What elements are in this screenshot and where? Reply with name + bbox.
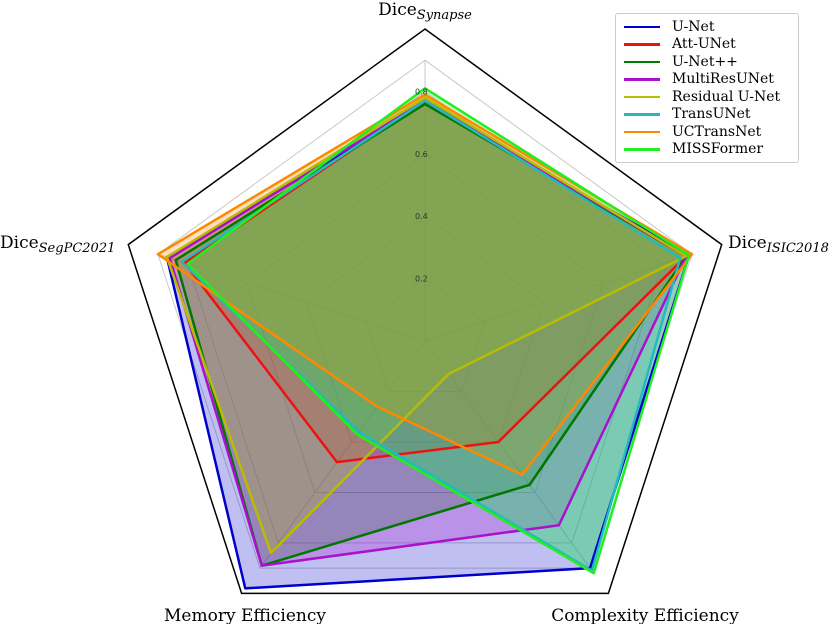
axis-label-main: Memory Efficiency	[164, 606, 326, 624]
axis-label-sub: Synapse	[417, 8, 472, 23]
legend-label: UCTransNet	[672, 123, 762, 140]
legend: U-Net Att-UNet U-Net++ MultiResUNet Residual…	[615, 13, 799, 163]
grid-spoke	[259, 340, 426, 569]
legend-item: UCTransNet	[616, 123, 798, 141]
radial-ticks: 0.2 0.4 0.6 0.8	[415, 87, 428, 283]
grid-spoke	[424, 253, 693, 342]
axis-label-sub: ISIC2018	[766, 241, 829, 256]
grid-ring	[157, 59, 693, 569]
axis-label-main: Dice	[728, 233, 767, 253]
legend-item: MultiResUNet	[616, 71, 798, 89]
tick-label: 0.6	[415, 150, 428, 159]
series-area	[184, 100, 687, 463]
outer-frame	[127, 28, 723, 595]
legend-swatch	[624, 43, 660, 46]
series-line	[165, 96, 688, 555]
legend-swatch	[624, 130, 660, 133]
series-area	[187, 88, 690, 574]
legend-label: U-Net	[672, 18, 715, 35]
legend-label: MultiResUNet	[672, 71, 774, 88]
series-area	[166, 103, 690, 589]
tick-label: 0.2	[415, 275, 428, 284]
tick-label: 0.8	[415, 87, 428, 96]
axis-label: DiceSynapse	[378, 0, 472, 23]
legend-swatch	[624, 148, 660, 151]
legend-item: Att-UNet	[616, 36, 798, 54]
series-line	[186, 87, 691, 575]
axis-label-main: Dice	[0, 233, 39, 253]
legend-label: TransUNet	[672, 106, 751, 123]
legend-label: MISSFormer	[672, 141, 764, 158]
legend-label: U-Net++	[672, 53, 738, 70]
axis-label-sub: SegPC2021	[39, 241, 116, 256]
legend-swatch	[624, 78, 660, 81]
axis-label-main: Complexity Efficiency	[551, 606, 739, 624]
legend-item: TransUNet	[616, 106, 798, 124]
legend-label: Residual U-Net	[672, 88, 781, 105]
series-lines	[156, 87, 694, 590]
legend-item: U-Net	[616, 18, 798, 36]
series-area	[166, 97, 687, 554]
legend-swatch	[624, 25, 660, 28]
legend-swatch	[624, 60, 660, 63]
grid-ring	[305, 215, 545, 443]
grid-spoke	[424, 340, 591, 569]
grid-spoke	[157, 253, 426, 342]
axis-label: Memory Efficiency	[164, 606, 326, 624]
legend-item: MISSFormer	[616, 141, 798, 159]
series-area	[169, 100, 687, 566]
axis-label: DiceISIC2018	[728, 233, 829, 256]
radar-grid	[127, 28, 723, 595]
tick-label: 0.4	[415, 212, 428, 221]
series-area	[181, 100, 681, 571]
axis-label: Complexity Efficiency	[551, 606, 739, 624]
legend-item: Residual U-Net	[616, 88, 798, 106]
legend-item: U-Net++	[616, 53, 798, 71]
series-area	[175, 103, 687, 566]
axis-label: DiceSegPC2021	[0, 233, 115, 256]
series-line	[180, 99, 682, 572]
grid-ring	[246, 153, 604, 493]
legend-label: Att-UNet	[672, 36, 736, 53]
legend-swatch	[624, 95, 660, 98]
series-fills	[157, 88, 693, 589]
axis-label-main: Dice	[378, 0, 417, 20]
grid-ring	[365, 277, 485, 392]
legend-swatch	[624, 113, 660, 116]
